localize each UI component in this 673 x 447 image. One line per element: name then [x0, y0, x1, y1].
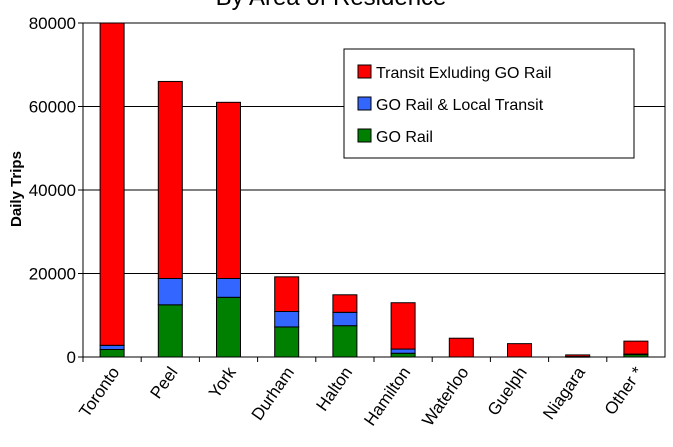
x-tick-label: Peel — [146, 363, 181, 402]
bar-segment — [157, 80, 183, 280]
x-tick-label: Hamilton — [360, 363, 414, 429]
x-tick-label: Toronto — [75, 363, 123, 420]
bar-segment — [390, 352, 416, 358]
bar-segment — [507, 343, 532, 358]
bar-segment — [332, 294, 358, 313]
y-tick-label: 0 — [67, 348, 76, 367]
x-tick-label: Waterloo — [418, 363, 472, 429]
bar-segment — [332, 311, 358, 327]
bar-segment — [623, 340, 649, 355]
y-tick-label: 60000 — [29, 98, 76, 117]
bar-segment — [216, 278, 241, 298]
bar-segment — [332, 325, 358, 358]
legend-swatch — [357, 64, 372, 79]
y-tick-label: 80000 — [29, 14, 76, 33]
legend-box — [343, 48, 635, 159]
legend-swatch — [357, 96, 372, 111]
x-tick-label: Halton — [312, 363, 356, 414]
legend-swatch — [357, 128, 372, 143]
x-tick-label: Other * — [601, 363, 648, 418]
bar-segment — [99, 348, 125, 358]
legend-label: GO Rail & Local Transit — [376, 97, 544, 114]
bar-segment — [216, 296, 241, 358]
x-tick-label: Niagara — [539, 363, 589, 423]
legend-label: GO Rail — [376, 129, 433, 146]
bar-segment — [448, 337, 474, 358]
bar-segment — [157, 278, 183, 306]
x-tick-label: Guelph — [484, 363, 531, 419]
y-tick-label: 40000 — [29, 181, 76, 200]
legend: Transit Exluding GO Rail GO Rail & Local … — [343, 48, 635, 159]
bar-segment — [274, 326, 300, 358]
y-tick-label: 20000 — [29, 265, 76, 284]
x-tick-labels: Toronto Peel York Durham Halton Hamilton Water… — [75, 357, 647, 430]
bar-segment — [565, 354, 591, 358]
bar-segment — [99, 344, 125, 350]
x-tick-label: Durham — [248, 363, 298, 423]
bar-segment — [216, 101, 241, 280]
legend-label: Transit Exluding GO Rail — [376, 65, 551, 82]
bar-segment — [390, 348, 416, 354]
bar-segment — [157, 304, 183, 358]
bar-segment — [99, 22, 125, 346]
bar-segment — [274, 310, 300, 328]
bar-segment — [274, 276, 300, 312]
y-tick-labels: 0 20000 40000 60000 80000 — [29, 14, 83, 367]
x-tick-label: York — [205, 363, 240, 402]
chart-title: By Area of Residence — [216, 0, 447, 11]
bar-segment — [390, 302, 416, 350]
y-axis-label: Daily Trips — [8, 151, 25, 227]
bars — [99, 22, 649, 358]
